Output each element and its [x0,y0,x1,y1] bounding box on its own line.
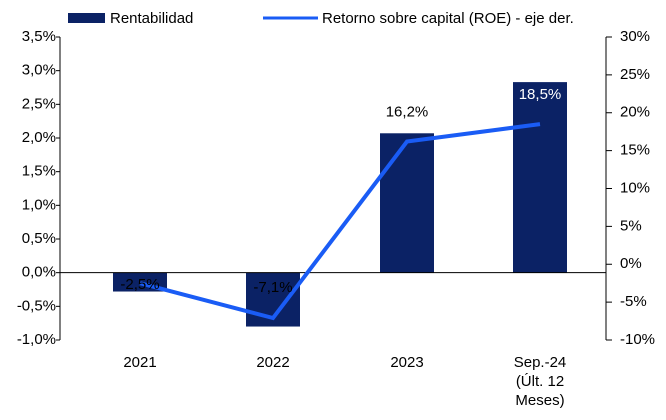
y-tick-label: 2,0% [22,129,56,146]
data-label: -7,1% [253,279,292,296]
x-tick-label: 2021 [123,354,157,371]
y-tick-label: 1,0% [22,196,56,213]
y-tick-label: 3,5% [22,28,56,45]
y2-tick-label: 20% [620,104,650,121]
x-tick-label: 2023 [390,354,424,371]
y-tick-label: 1,5% [22,163,56,180]
bar [513,82,567,273]
y-tick-label: -1,0% [17,331,56,348]
legend-label: Rentabilidad [110,10,193,27]
y-tick-label: 3,0% [22,62,56,79]
y-tick-label: 0,5% [22,230,56,247]
roe-line [139,122,541,321]
legend-swatch [68,13,105,23]
y2-tick-label: 30% [620,28,650,45]
y-tick-label: -0,5% [17,297,56,314]
y2-tick-label: 15% [620,142,650,159]
legend-label: Retorno sobre capital (ROE) - eje der. [322,10,574,27]
data-label: 18,5% [519,86,562,103]
y2-tick-label: -5% [620,293,647,310]
data-label: -2,5% [120,276,159,293]
y2-tick-label: 10% [620,179,650,196]
y-tick-label: 0,0% [22,264,56,281]
x-tick-label: 2022 [256,354,290,371]
y2-tick-label: 0% [620,255,642,272]
y-tick-label: 2,5% [22,95,56,112]
y2-tick-label: 25% [620,66,650,83]
x-tick-label: Sep.-24 (Últ. 12 Meses) [513,354,567,409]
bar [380,133,434,273]
y2-tick-label: 5% [620,217,642,234]
data-label: 16,2% [386,104,429,121]
y2-tick-label: -10% [620,331,655,348]
